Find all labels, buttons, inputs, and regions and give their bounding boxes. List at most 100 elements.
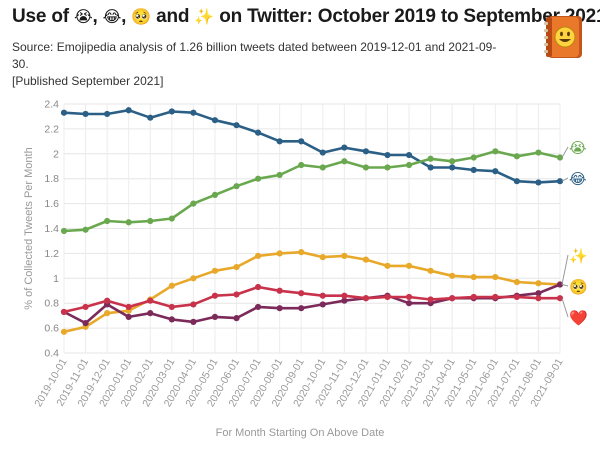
data-point <box>82 226 89 233</box>
series-line <box>63 285 560 314</box>
data-point <box>319 149 326 156</box>
data-point <box>190 301 197 308</box>
x-axis-label: For Month Starting On Above Date <box>215 427 385 439</box>
data-point <box>298 290 305 297</box>
data-point <box>82 110 89 118</box>
data-point <box>556 295 564 302</box>
y-axis-label: % of Collected Tweets Per Month <box>23 147 35 309</box>
data-point <box>449 164 456 171</box>
data-point <box>60 328 68 335</box>
data-point <box>341 158 348 165</box>
legend-emoji-icon: 😭 <box>569 139 587 157</box>
data-point <box>362 164 370 171</box>
legend-connector <box>561 177 569 182</box>
data-point <box>449 295 456 302</box>
data-point <box>341 292 348 299</box>
data-point <box>535 149 542 156</box>
data-point <box>470 273 477 281</box>
series-line <box>63 108 561 184</box>
data-point <box>556 178 564 185</box>
data-point <box>298 138 305 145</box>
data-point <box>276 305 283 312</box>
data-point <box>384 164 391 171</box>
data-point <box>449 158 456 165</box>
data-point <box>341 252 348 259</box>
data-point <box>298 249 305 256</box>
data-point <box>513 178 520 185</box>
legend-emoji-icon: ❤️ <box>569 309 588 327</box>
title-separator: , <box>92 6 103 27</box>
y-tick-label: 2 <box>53 148 59 160</box>
data-point <box>168 316 175 323</box>
data-point <box>384 262 391 269</box>
data-point <box>125 303 132 311</box>
y-tick-label: 0.6 <box>44 323 59 335</box>
data-point <box>384 151 391 159</box>
data-point <box>190 109 197 116</box>
data-point <box>233 122 240 129</box>
data-point <box>492 168 499 175</box>
loudly-crying-face-icon: 😭 <box>73 7 93 26</box>
data-point <box>60 227 68 235</box>
data-point <box>362 256 370 263</box>
data-point <box>125 313 132 320</box>
data-point <box>233 263 240 271</box>
series-line <box>63 250 561 334</box>
data-point <box>276 287 283 294</box>
data-point <box>254 283 262 291</box>
data-point <box>492 293 499 301</box>
data-point <box>168 215 175 222</box>
data-point <box>190 200 197 207</box>
data-point <box>211 313 219 320</box>
data-point <box>104 110 111 118</box>
legend-connector <box>561 284 569 287</box>
legend-connector <box>561 146 569 158</box>
data-point <box>319 292 326 299</box>
data-point <box>535 290 542 297</box>
data-point <box>276 138 283 145</box>
data-point <box>535 179 542 186</box>
data-point <box>147 297 154 304</box>
source-note: Source: Emojipedia analysis of 1.26 bill… <box>12 40 497 71</box>
data-point <box>341 297 348 304</box>
data-point <box>168 303 175 311</box>
data-point <box>168 282 175 289</box>
y-tick-label: 1.4 <box>44 223 59 235</box>
data-point <box>319 301 326 308</box>
data-point <box>319 164 326 171</box>
data-point <box>470 293 477 301</box>
data-point <box>362 295 370 302</box>
data-point <box>147 217 154 225</box>
data-point <box>60 308 68 316</box>
title-prefix: Use of <box>12 6 74 27</box>
data-point <box>211 292 219 299</box>
tears-of-joy-face-icon: 😂 <box>102 7 122 26</box>
data-point <box>60 109 68 116</box>
data-point <box>82 303 89 311</box>
data-point <box>254 175 262 182</box>
data-point <box>104 297 111 304</box>
data-point <box>362 148 370 155</box>
data-point <box>211 191 219 198</box>
data-point <box>492 273 499 281</box>
data-point <box>276 171 283 179</box>
data-point <box>427 155 434 162</box>
legend-emoji-icon: ✨ <box>569 247 588 265</box>
emojipedia-book-logo-icon <box>544 16 582 58</box>
data-point <box>233 183 240 190</box>
data-point <box>405 300 413 307</box>
y-tick-label: 1.8 <box>44 173 59 185</box>
data-point <box>276 250 283 257</box>
series-line <box>63 150 561 233</box>
legend-connector <box>561 298 569 318</box>
data-point <box>556 281 564 288</box>
data-point <box>233 291 240 298</box>
data-point <box>405 161 413 169</box>
legend-connector <box>561 254 569 285</box>
data-point <box>211 267 219 274</box>
y-tick-label: 0.8 <box>44 298 59 310</box>
data-point <box>405 262 413 269</box>
data-point <box>104 217 111 225</box>
data-point <box>405 293 413 301</box>
